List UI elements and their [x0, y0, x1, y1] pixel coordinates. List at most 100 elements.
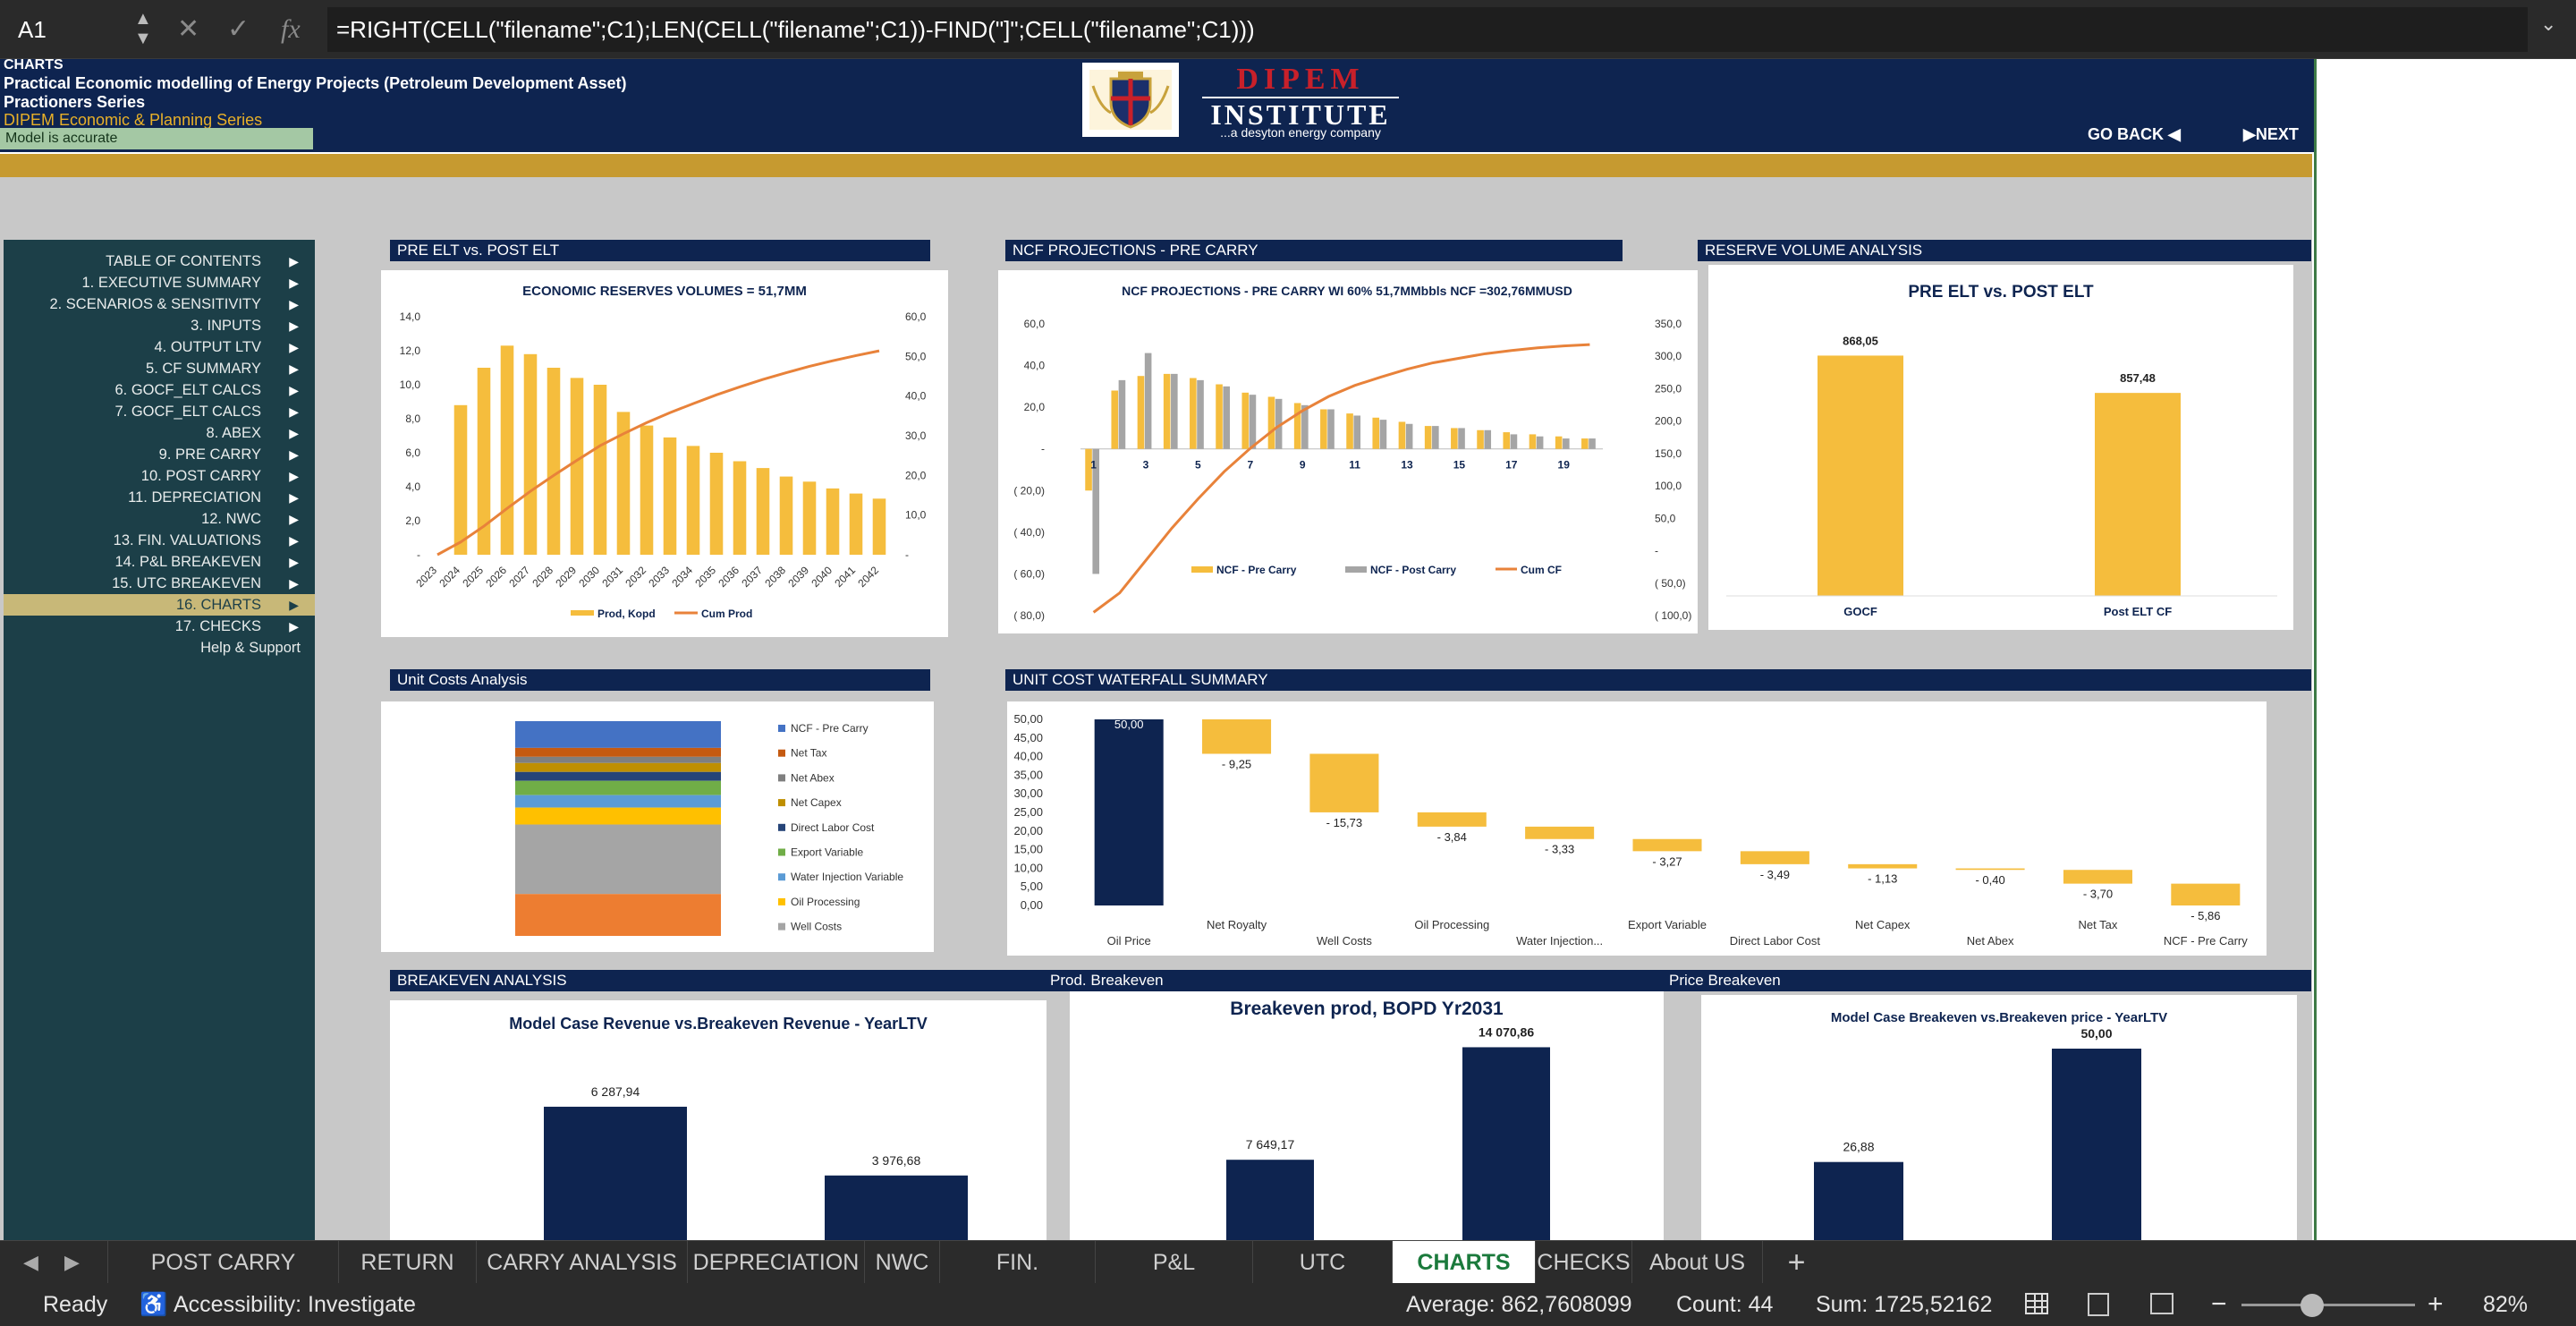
zoom-slider-thumb[interactable]	[2301, 1294, 2324, 1317]
sidebar-item-10[interactable]: 10. POST CARRY ▶	[4, 465, 315, 487]
scroll-left-icon[interactable]: ◀	[23, 1251, 38, 1273]
data-label: 6 287,94	[591, 1084, 640, 1099]
bar	[686, 446, 700, 555]
model-status-badge: Model is accurate	[0, 128, 313, 149]
sidebar-item-0[interactable]: TABLE OF CONTENTS ▶	[4, 251, 315, 272]
next-link[interactable]: ▶NEXT	[2243, 125, 2299, 143]
chart-background	[998, 270, 1698, 633]
zoom-out-icon[interactable]: −	[2211, 1289, 2227, 1319]
sidebar-item-8[interactable]: 8. ABEX ▶	[4, 422, 315, 444]
sheet-tab-fin-valuations[interactable]: FIN. VALUATIONS	[939, 1241, 1095, 1318]
formula-input[interactable]: =RIGHT(CELL("filename";C1);LEN(CELL("fil…	[327, 7, 2528, 52]
expand-formula-icon[interactable]: ⌄	[2540, 13, 2557, 35]
sidebar-item-label: 2. SCENARIOS & SENSITIVITY	[49, 296, 261, 312]
sheet-tab-about-us[interactable]: About US	[1631, 1241, 1762, 1284]
selection-border	[2314, 59, 2317, 1240]
legend-label: Net Abex	[791, 771, 835, 784]
bar	[593, 385, 607, 555]
sheet-tab-depreciation[interactable]: DEPRECIATION	[687, 1241, 864, 1284]
page-break-icon[interactable]	[2150, 1293, 2174, 1314]
accessibility-status[interactable]: Accessibility: Investigate	[174, 1292, 416, 1317]
sheet-tab-return-irr[interactable]: RETURN IRR	[338, 1241, 476, 1318]
sidebar-item-5[interactable]: 5. CF SUMMARY ▶	[4, 358, 315, 379]
sidebar-item-15[interactable]: 15. UTC BREAKEVEN ▶	[4, 573, 315, 594]
sidebar-item-9[interactable]: 9. PRE CARRY ▶	[4, 444, 315, 465]
sidebar-item-18[interactable]: Help & Support	[4, 637, 315, 659]
legend-swatch	[778, 922, 785, 931]
y-right-tick: 100,0	[1655, 480, 1682, 492]
sidebar-item-16[interactable]: 16. CHARTS ▶	[4, 594, 315, 616]
sheet-tab-nwc[interactable]: NWC	[864, 1241, 939, 1284]
sidebar-item-1[interactable]: 1. EXECUTIVE SUMMARY ▶	[4, 272, 315, 293]
sheet-tab-post-carry[interactable]: POST CARRY	[107, 1241, 338, 1284]
name-box[interactable]: A1	[18, 16, 47, 43]
sidebar-item-11[interactable]: 11. DEPRECIATION ▶	[4, 487, 315, 508]
panel-title-pre-post: PRE ELT vs. POST ELT	[390, 240, 930, 261]
name-box-stepper-icon[interactable]: ▲ ▼	[134, 9, 152, 48]
chevron-right-icon: ▶	[289, 383, 299, 397]
chevron-right-icon: ▶	[289, 426, 299, 440]
x-tick: Post ELT CF	[2104, 605, 2172, 618]
x-tick: Oil Price	[1107, 934, 1151, 948]
sidebar-item-label: 4. OUTPUT LTV	[154, 339, 262, 355]
bar	[1249, 395, 1257, 449]
chart-title: Model Case Breakeven vs.Breakeven price …	[1831, 1010, 2167, 1025]
sidebar-item-13[interactable]: 13. FIN. VALUATIONS ▶	[4, 530, 315, 551]
chart-title: PRE ELT vs. POST ELT	[1908, 283, 2094, 302]
zoom-in-icon[interactable]: +	[2428, 1289, 2444, 1319]
legend-swatch	[778, 774, 785, 782]
sidebar-item-6[interactable]: 6. GOCF_ELT CALCS ▶	[4, 379, 315, 401]
bar	[1327, 409, 1335, 449]
panel-title-waterfall: UNIT COST WATERFALL SUMMARY	[1005, 669, 2311, 691]
bar	[2052, 1049, 2141, 1240]
sheet-tab-p-l-breakeven[interactable]: P&L BREAKEVEN	[1095, 1241, 1252, 1318]
chart-title: ECONOMIC RESERVES VOLUMES = 51,7MM	[522, 284, 807, 299]
bar	[1405, 423, 1413, 449]
sheet-tab-checks[interactable]: CHECKS	[1535, 1241, 1631, 1284]
sidebar-item-2[interactable]: 2. SCENARIOS & SENSITIVITY ▶	[4, 293, 315, 315]
data-label: 7 649,17	[1246, 1137, 1295, 1152]
reserves-chart: ECONOMIC RESERVES VOLUMES = 51,7MM - 2,0 4,…	[381, 270, 948, 637]
bar	[1503, 432, 1511, 449]
sidebar-item-12[interactable]: 12. NWC ▶	[4, 508, 315, 530]
zoom-level[interactable]: 82%	[2483, 1292, 2529, 1317]
sidebar-item-7[interactable]: 7. GOCF_ELT CALCS ▶	[4, 401, 315, 422]
data-label: - 1,13	[1868, 872, 1897, 886]
function-icon[interactable]: fx	[281, 14, 301, 44]
bar	[1144, 353, 1152, 449]
confirm-icon[interactable]: ✓	[227, 14, 250, 44]
bar	[1241, 392, 1250, 449]
zoom-slider-track[interactable]	[2241, 1304, 2415, 1306]
scroll-right-icon[interactable]: ▶	[64, 1251, 80, 1273]
waterfall-bar	[1740, 851, 1809, 864]
bar	[872, 498, 886, 555]
sheet-tab-charts[interactable]: CHARTS	[1392, 1241, 1535, 1284]
chevron-right-icon: ▶	[289, 490, 299, 505]
status-count: Count: 44	[1676, 1292, 1774, 1317]
page-layout-icon[interactable]	[2088, 1293, 2109, 1316]
status-average: Average: 862,7608099	[1406, 1292, 1632, 1317]
sidebar-item-4[interactable]: 4. OUTPUT LTV ▶	[4, 336, 315, 358]
reserve-volume-chart: PRE ELT vs. POST ELT 868,05 GOCF 857,48 Post…	[1708, 265, 2293, 630]
y-right-tick: -	[905, 548, 909, 561]
accessibility-icon[interactable]: ♿	[140, 1292, 168, 1317]
sheet-tab-carry-analysis-profile[interactable]: CARRY ANALYSIS PROFILE	[476, 1241, 687, 1318]
sidebar-item-label: 15. UTC BREAKEVEN	[112, 575, 261, 591]
bar	[544, 1106, 687, 1240]
sidebar-item-17[interactable]: 17. CHECKS ▶	[4, 616, 315, 637]
go-back-link[interactable]: GO BACK ◀	[2088, 125, 2181, 143]
add-sheet-button[interactable]: +	[1762, 1241, 1830, 1284]
legend-swatch	[778, 749, 785, 757]
sidebar-item-14[interactable]: 14. P&L BREAKEVEN ▶	[4, 551, 315, 573]
logo-institute-text: INSTITUTE	[1202, 97, 1399, 132]
sheet-tab-utc-breakeven[interactable]: UTC BREAKEVEN	[1252, 1241, 1392, 1318]
y-right-tick: ( 50,0)	[1655, 577, 1686, 590]
normal-view-icon[interactable]	[2025, 1293, 2048, 1314]
x-tick: 15	[1453, 459, 1466, 472]
legend-label: Water Injection Variable	[791, 871, 903, 883]
sidebar-item-3[interactable]: 3. INPUTS ▶	[4, 315, 315, 336]
stack-segment	[515, 780, 721, 795]
cancel-icon[interactable]: ✕	[177, 14, 200, 44]
panel-title-ncf: NCF PROJECTIONS - PRE CARRY	[1005, 240, 1623, 261]
